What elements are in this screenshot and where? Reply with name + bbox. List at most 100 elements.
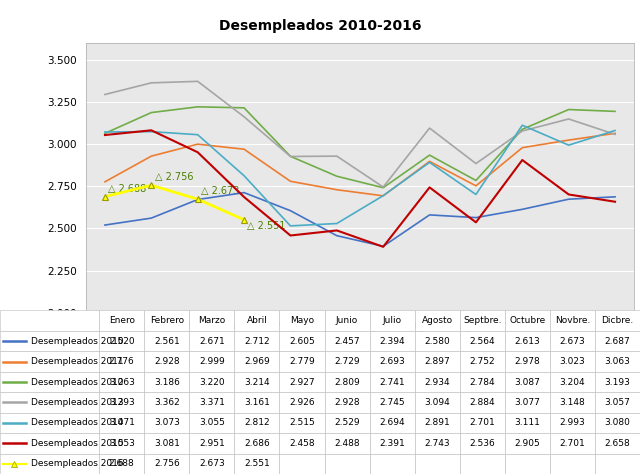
FancyBboxPatch shape xyxy=(415,310,460,331)
Text: 2.520: 2.520 xyxy=(109,337,134,346)
FancyBboxPatch shape xyxy=(595,351,640,372)
FancyBboxPatch shape xyxy=(144,351,189,372)
Desempleados 2015 xyxy=(472,219,480,225)
Text: Marzo: Marzo xyxy=(198,316,225,325)
FancyBboxPatch shape xyxy=(324,413,370,433)
Text: 2.776: 2.776 xyxy=(109,357,134,366)
Text: 2.752: 2.752 xyxy=(470,357,495,366)
Text: 2.580: 2.580 xyxy=(424,337,450,346)
FancyBboxPatch shape xyxy=(144,372,189,392)
FancyBboxPatch shape xyxy=(0,331,99,351)
FancyBboxPatch shape xyxy=(550,310,595,331)
Desempleados 2012 xyxy=(333,173,340,179)
FancyBboxPatch shape xyxy=(280,454,324,474)
FancyBboxPatch shape xyxy=(189,351,234,372)
Text: 3.371: 3.371 xyxy=(199,398,225,407)
Desempleados 2015 xyxy=(426,184,433,190)
Text: 2.687: 2.687 xyxy=(605,337,630,346)
Desempleados 2010 xyxy=(147,215,155,221)
Text: 2.458: 2.458 xyxy=(289,439,315,448)
Line: Desempleados 2011: Desempleados 2011 xyxy=(105,133,615,196)
FancyBboxPatch shape xyxy=(460,331,505,351)
FancyBboxPatch shape xyxy=(0,310,99,331)
FancyBboxPatch shape xyxy=(99,413,144,433)
FancyBboxPatch shape xyxy=(189,310,234,331)
FancyBboxPatch shape xyxy=(144,392,189,413)
Text: 2.564: 2.564 xyxy=(470,337,495,346)
FancyBboxPatch shape xyxy=(99,392,144,413)
Text: △ 2.673: △ 2.673 xyxy=(201,186,239,196)
Desempleados 2013 xyxy=(380,184,387,190)
Text: 3.161: 3.161 xyxy=(244,398,270,407)
Text: Dicbre.: Dicbre. xyxy=(602,316,634,325)
Desempleados 2013 xyxy=(147,80,155,86)
Text: Desempleados 2015: Desempleados 2015 xyxy=(31,439,124,448)
Text: Junio: Junio xyxy=(336,316,358,325)
FancyBboxPatch shape xyxy=(234,372,280,392)
Text: 2.927: 2.927 xyxy=(289,377,315,386)
Desempleados 2012 xyxy=(147,109,155,115)
Text: 3.362: 3.362 xyxy=(154,398,180,407)
Text: 3.214: 3.214 xyxy=(244,377,269,386)
Text: 2.488: 2.488 xyxy=(334,439,360,448)
FancyBboxPatch shape xyxy=(505,331,550,351)
FancyBboxPatch shape xyxy=(550,351,595,372)
Text: 3.053: 3.053 xyxy=(109,439,134,448)
Desempleados 2014 xyxy=(333,221,340,227)
Text: 2.779: 2.779 xyxy=(289,357,315,366)
Desempleados 2010 xyxy=(380,244,387,249)
Text: 2.926: 2.926 xyxy=(289,398,315,407)
FancyBboxPatch shape xyxy=(324,372,370,392)
Desempleados 2010 xyxy=(287,208,294,213)
FancyBboxPatch shape xyxy=(189,372,234,392)
Text: 3.094: 3.094 xyxy=(424,398,450,407)
FancyBboxPatch shape xyxy=(234,310,280,331)
Desempleados 2012 xyxy=(287,154,294,159)
FancyBboxPatch shape xyxy=(370,392,415,413)
Text: 2.671: 2.671 xyxy=(199,337,225,346)
FancyBboxPatch shape xyxy=(595,310,640,331)
FancyBboxPatch shape xyxy=(324,392,370,413)
FancyBboxPatch shape xyxy=(595,331,640,351)
Desempleados 2016 xyxy=(101,194,109,200)
FancyBboxPatch shape xyxy=(234,454,280,474)
FancyBboxPatch shape xyxy=(505,392,550,413)
Text: 2.951: 2.951 xyxy=(199,439,225,448)
Text: 3.193: 3.193 xyxy=(605,377,630,386)
FancyBboxPatch shape xyxy=(415,392,460,413)
FancyBboxPatch shape xyxy=(99,351,144,372)
Text: 2.605: 2.605 xyxy=(289,337,315,346)
Desempleados 2014 xyxy=(472,191,480,197)
FancyBboxPatch shape xyxy=(370,372,415,392)
Text: Desempleados 2010-2016: Desempleados 2010-2016 xyxy=(219,19,421,33)
Desempleados 2015 xyxy=(518,157,526,163)
Desempleados 2011 xyxy=(240,146,248,152)
Text: 2.693: 2.693 xyxy=(380,357,405,366)
Desempleados 2011 xyxy=(611,130,619,136)
Desempleados 2010 xyxy=(194,197,202,202)
Desempleados 2013 xyxy=(426,125,433,131)
Desempleados 2010 xyxy=(101,222,109,228)
Text: 2.999: 2.999 xyxy=(199,357,225,366)
Text: △ 2.688: △ 2.688 xyxy=(108,183,147,193)
Desempleados 2016 xyxy=(194,196,202,202)
Text: 3.073: 3.073 xyxy=(154,419,180,428)
Desempleados 2011 xyxy=(426,158,433,164)
Desempleados 2013 xyxy=(518,128,526,134)
FancyBboxPatch shape xyxy=(0,433,99,454)
Text: 2.613: 2.613 xyxy=(515,337,540,346)
FancyBboxPatch shape xyxy=(234,413,280,433)
FancyBboxPatch shape xyxy=(370,310,415,331)
Text: 3.186: 3.186 xyxy=(154,377,180,386)
FancyBboxPatch shape xyxy=(550,433,595,454)
Text: 3.063: 3.063 xyxy=(109,377,134,386)
Desempleados 2014 xyxy=(194,132,202,137)
FancyBboxPatch shape xyxy=(460,351,505,372)
FancyBboxPatch shape xyxy=(370,351,415,372)
FancyBboxPatch shape xyxy=(460,433,505,454)
FancyBboxPatch shape xyxy=(460,392,505,413)
Desempleados 2013 xyxy=(194,79,202,84)
Text: 2.658: 2.658 xyxy=(605,439,630,448)
FancyBboxPatch shape xyxy=(550,392,595,413)
FancyBboxPatch shape xyxy=(370,433,415,454)
